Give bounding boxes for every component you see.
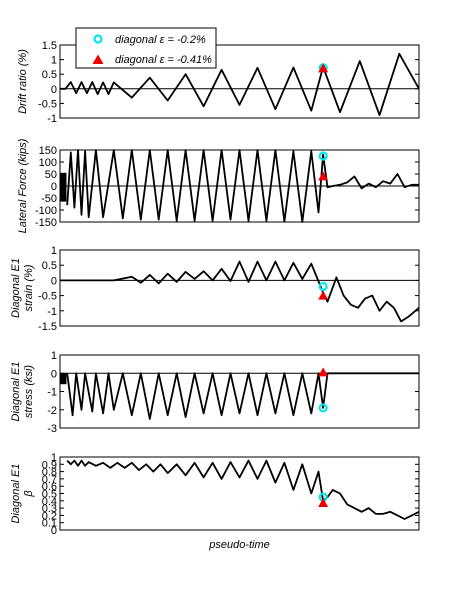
legend-triangle-marker [92, 54, 104, 64]
y-tick-label: -1 [47, 306, 57, 318]
series-line [66, 149, 419, 223]
plot-area [59, 456, 420, 531]
y-axis-label: Diagonal E1 β [10, 464, 35, 524]
y-axis-label: Drift ratio (%) [17, 49, 29, 114]
panel-5: 10.90.80.70.60.50.40.30.20.10 Diagonal E1… [10, 452, 420, 551]
y-axis-label-line: Diagonal E1 [10, 362, 22, 422]
y-tick-label: -0.5 [38, 98, 57, 110]
initial-block [60, 172, 67, 202]
y-tick-label: 0.8 [42, 467, 57, 479]
y-tick-label: 0 [51, 181, 57, 193]
y-tick-label: 0.6 [42, 481, 57, 493]
y-tick-label: -1 [47, 387, 57, 399]
marker-triangle [318, 171, 329, 181]
x-axis-label: pseudo-time [208, 539, 270, 551]
y-axis-label-line: Drift ratio (%) [17, 49, 29, 114]
y-tick-label: 0 [51, 275, 57, 287]
y-tick-label: -1 [47, 113, 57, 125]
panel-4: 1 0 -1 -2 -3 Diagonal E1 stress (ksi) [10, 350, 420, 435]
marker-triangle [318, 63, 329, 73]
marker-triangle [318, 290, 329, 300]
y-tick-label: -3 [47, 423, 57, 435]
y-tick-label: -50 [41, 193, 57, 205]
y-tick-label: 0.5 [42, 260, 57, 272]
y-tick-label: 0 [51, 525, 57, 537]
y-tick-label: -2 [47, 405, 57, 417]
legend: diagonal ε = -0.2% diagonal ε = -0.41% [75, 27, 217, 69]
y-axis-label-line: stress (ksi) [23, 365, 35, 419]
y-axis-label-line: Diagonal E1 [10, 464, 22, 524]
y-axis-label: Lateral Force (kips) [17, 138, 29, 233]
legend-circle-marker [93, 34, 103, 44]
y-tick-label: -0.5 [38, 291, 57, 303]
marker-circle [318, 281, 328, 292]
y-tick-label: 0.7 [42, 474, 57, 486]
y-tick-label: 0.3 [42, 503, 57, 515]
series-line [60, 260, 420, 323]
marker-triangle [318, 497, 329, 507]
y-tick-label: 50 [45, 169, 57, 181]
initial-block [60, 373, 67, 385]
y-tick-label: 1 [51, 55, 57, 67]
y-axis-label: Diagonal E1 strain (%) [10, 258, 35, 318]
y-tick-label: 100 [39, 157, 57, 169]
y-tick-label: 0.9 [42, 459, 57, 471]
marker-circle [318, 403, 328, 413]
y-tick-label: -1.5 [38, 321, 57, 333]
y-tick-label: 1 [51, 452, 57, 464]
y-tick-label: -100 [35, 205, 57, 217]
y-tick-label: 0.4 [42, 496, 57, 508]
series-line [66, 372, 419, 420]
legend-label-circle: diagonal ε = -0.2% [115, 34, 206, 46]
series-line [66, 459, 420, 520]
y-axis-label-line: Lateral Force (kips) [17, 138, 29, 233]
y-tick-label: 0 [51, 84, 57, 96]
y-tick-label: 0 [51, 368, 57, 380]
y-tick-label: 0.5 [42, 489, 57, 501]
y-tick-label: 0.2 [42, 510, 57, 522]
y-axis-label-line: strain (%) [23, 264, 35, 311]
marker-triangle [318, 367, 329, 377]
series-line [60, 52, 420, 116]
y-tick-label: 150 [39, 145, 57, 157]
y-axis-label-line: Diagonal E1 [10, 258, 22, 318]
legend-label-triangle: diagonal ε = -0.41% [115, 54, 212, 66]
y-tick-label: 1.5 [42, 40, 57, 52]
y-axis-label-line: β [23, 490, 35, 498]
marker-circle [318, 151, 328, 161]
y-tick-label: 1 [51, 350, 57, 362]
y-tick-label: 0.5 [42, 69, 57, 81]
y-axis-label: Diagonal E1 stress (ksi) [10, 362, 35, 422]
y-tick-label: 0.1 [42, 518, 57, 530]
plot-area [59, 354, 420, 429]
y-tick-label: -150 [35, 217, 57, 229]
y-tick-label: 1 [51, 245, 57, 257]
